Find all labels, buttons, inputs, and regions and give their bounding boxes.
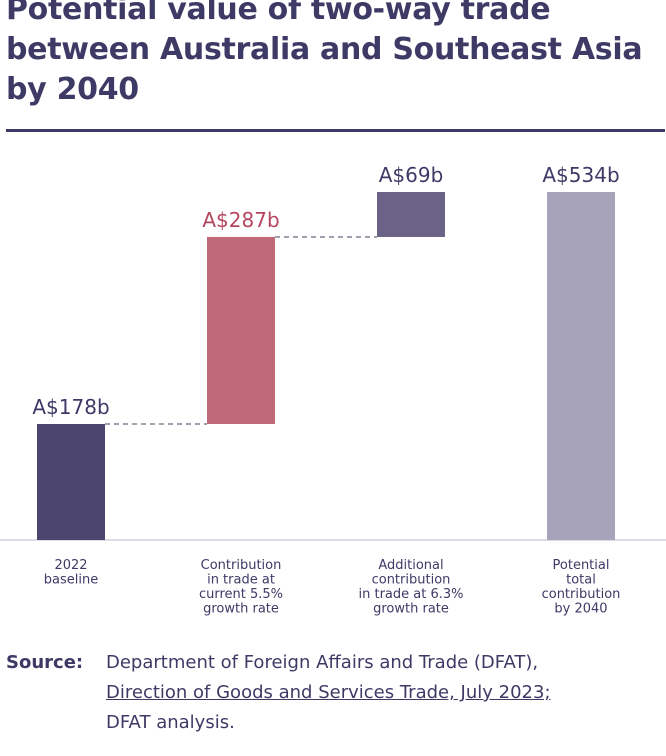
bar-value-label: A$534b (542, 163, 619, 187)
category-label: contribution (542, 587, 621, 602)
bar-value-label: A$178b (32, 395, 109, 419)
category-label: baseline (44, 573, 98, 588)
category-label: growth rate (203, 602, 279, 617)
category-label: in trade at 6.3% (359, 587, 464, 602)
category-label: total (566, 573, 596, 588)
bar-3 (377, 192, 445, 237)
category-label: Contribution (201, 558, 282, 573)
bar-1 (37, 424, 105, 540)
bar-value-label: A$287b (202, 208, 279, 232)
category-label: by 2040 (554, 602, 607, 617)
bar-value-label: A$69b (379, 163, 444, 187)
category-label: current 5.5% (199, 587, 283, 602)
category-label: contribution (372, 573, 451, 588)
source-note: Source: Department of Foreign Affairs an… (6, 648, 656, 738)
source-text-line-3: DFAT analysis. (106, 712, 235, 733)
source-text-line: Department of Foreign Affairs and Trade … (106, 652, 539, 673)
title-line-3: by 2040 (6, 72, 139, 107)
title-line-1: Potential value of two-way trade (6, 0, 551, 27)
category-label: Potential (553, 558, 610, 573)
category-label: in trade at (207, 573, 275, 588)
category-label: 2022 (54, 558, 87, 573)
category-label: Additional (378, 558, 443, 573)
source-label: Source: (6, 652, 84, 673)
bar-2 (207, 236, 275, 424)
source-link[interactable]: Direction of Goods and Services Trade, J… (106, 682, 551, 703)
chart-title: Potential value of two-way trade between… (6, 0, 656, 110)
category-label: growth rate (373, 602, 449, 617)
title-divider (6, 129, 665, 132)
bar-4 (547, 192, 615, 540)
title-line-2: between Australia and Southeast Asia (6, 32, 643, 67)
